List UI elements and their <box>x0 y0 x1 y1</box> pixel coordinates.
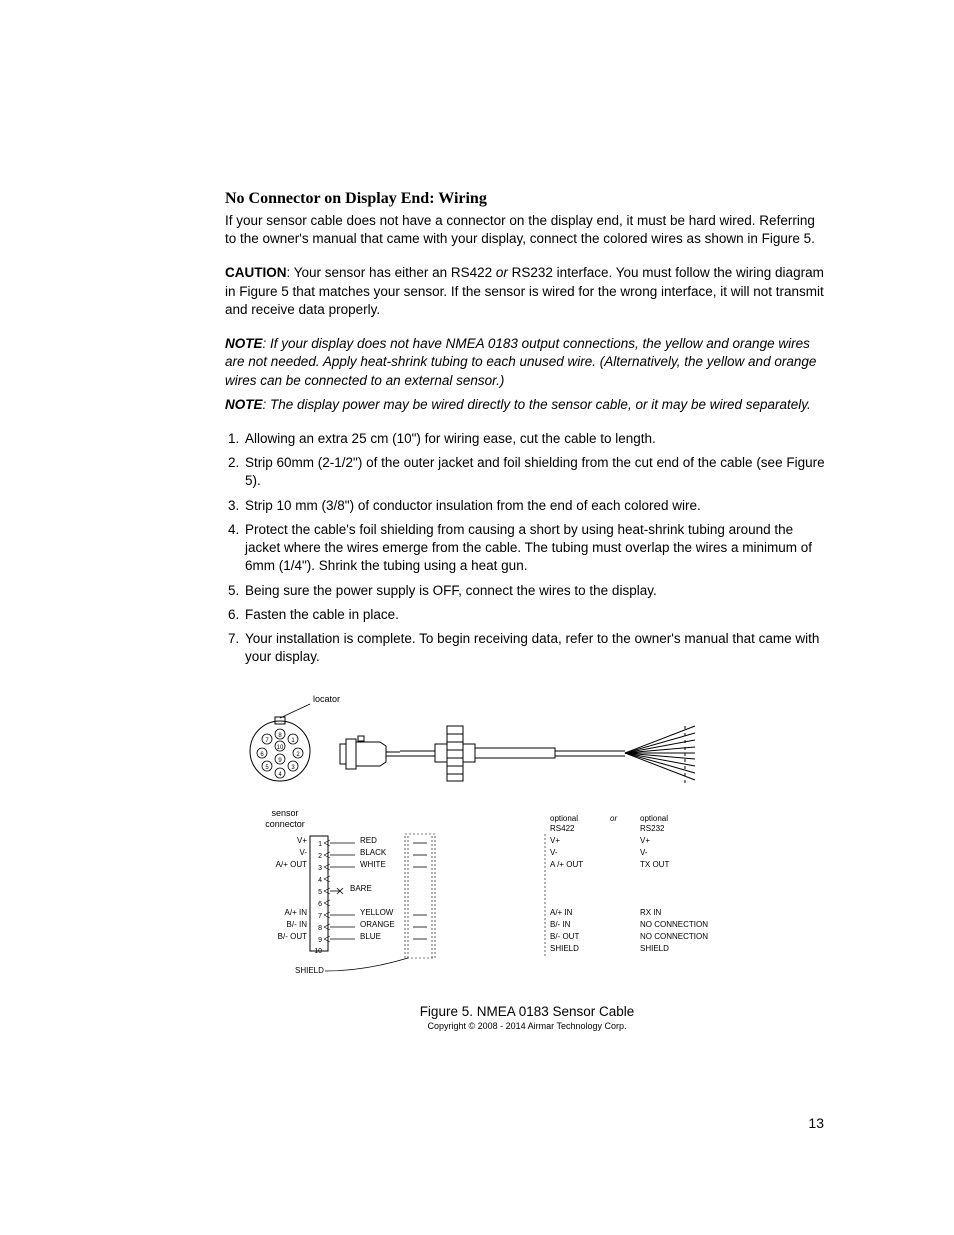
pin-label-aplusout: A/+ OUT <box>255 860 307 870</box>
note-1: NOTE: If your display does not have NMEA… <box>225 335 829 390</box>
wiring-diagram-svg: 1 2 3 4 5 6 7 8 9 10 <box>225 686 825 986</box>
svg-text:9: 9 <box>318 937 322 944</box>
rs422-shield: SHIELD <box>550 944 579 954</box>
rs232-shield: SHIELD <box>640 944 669 954</box>
figure-copyright: Copyright © 2008 - 2014 Airmar Technolog… <box>225 1021 829 1031</box>
or-label: or <box>610 814 617 824</box>
figure-caption: Figure 5. NMEA 0183 Sensor Cable <box>225 1004 829 1019</box>
note-2-text: : The display power may be wired directl… <box>263 397 811 412</box>
step-item: Allowing an extra 25 cm (10") for wiring… <box>243 430 829 448</box>
steps-list: Allowing an extra 25 cm (10") for wiring… <box>225 430 829 666</box>
svg-text:4: 4 <box>278 772 282 778</box>
rs422-vplus: V+ <box>550 836 560 846</box>
color-shield: SHIELD <box>295 966 324 976</box>
note-2: NOTE: The display power may be wired dir… <box>225 396 829 414</box>
rs422-vminus: V- <box>550 848 558 858</box>
svg-text:10: 10 <box>277 745 284 751</box>
color-white: WHITE <box>360 860 386 870</box>
note-label-2: NOTE <box>225 397 263 412</box>
pin-label-vminus: V- <box>285 848 307 858</box>
svg-text:4: 4 <box>318 877 322 884</box>
rs232-noconn2: NO CONNECTION <box>640 932 708 942</box>
svg-text:6: 6 <box>318 901 322 908</box>
color-yellow: YELLOW <box>360 908 393 918</box>
rs422-aplusout: A /+ OUT <box>550 860 583 870</box>
figure-5: 1 2 3 4 5 6 7 8 9 10 <box>225 686 829 996</box>
rs422-hdr2: RS422 <box>550 824 574 834</box>
color-red: RED <box>360 836 377 846</box>
locator-label: locator <box>313 694 340 705</box>
svg-text:5: 5 <box>318 889 322 896</box>
svg-text:9: 9 <box>278 758 282 764</box>
svg-text:8: 8 <box>278 733 282 739</box>
step-item: Being sure the power supply is OFF, conn… <box>243 582 829 600</box>
step-item: Protect the cable's foil shielding from … <box>243 521 829 576</box>
rs232-hdr2: RS232 <box>640 824 664 834</box>
step-item: Your installation is complete. To begin … <box>243 630 829 666</box>
intro-paragraph: If your sensor cable does not have a con… <box>225 212 829 248</box>
svg-text:3: 3 <box>318 865 322 872</box>
step-item: Fasten the cable in place. <box>243 606 829 624</box>
rs422-bminusout: B/- OUT <box>550 932 579 942</box>
rs232-vminus: V- <box>640 848 648 858</box>
svg-text:6: 6 <box>260 752 264 758</box>
rs422-bminusin: B/- IN <box>550 920 570 930</box>
caution-paragraph: CAUTION: Your sensor has either an RS422… <box>225 264 829 319</box>
svg-text:10: 10 <box>314 948 322 955</box>
rs232-vplus: V+ <box>640 836 650 846</box>
svg-text:7: 7 <box>318 913 322 920</box>
rs232-txout: TX OUT <box>640 860 669 870</box>
svg-text:5: 5 <box>265 765 269 771</box>
pin-label-aplusin: A/+ IN <box>255 908 307 918</box>
page-number: 13 <box>808 1115 824 1131</box>
svg-text:2: 2 <box>318 853 322 860</box>
pin-label-bminusout: B/- OUT <box>255 932 307 942</box>
note-label-1: NOTE <box>225 336 263 351</box>
pin-label-bminusin: B/- IN <box>255 920 307 930</box>
color-blue: BLUE <box>360 932 381 942</box>
page-container: No Connector on Display End: Wiring If y… <box>0 0 954 1091</box>
svg-text:3: 3 <box>291 765 295 771</box>
rs422-aplusin: A/+ IN <box>550 908 572 918</box>
svg-text:8: 8 <box>318 925 322 932</box>
svg-text:1: 1 <box>318 841 322 848</box>
color-orange: ORANGE <box>360 920 395 930</box>
color-bare: BARE <box>350 884 372 894</box>
sensor-connector-label: sensor connector <box>260 808 310 830</box>
note-1-text: : If your display does not have NMEA 018… <box>225 336 816 387</box>
step-item: Strip 60mm (2-1/2") of the outer jacket … <box>243 454 829 490</box>
caution-text-a: : Your sensor has either an RS422 <box>287 265 496 280</box>
caution-or: or <box>496 265 508 280</box>
pin-label-vplus: V+ <box>285 836 307 846</box>
rs232-noconn1: NO CONNECTION <box>640 920 708 930</box>
rs422-hdr1: optional <box>550 814 578 824</box>
svg-text:1: 1 <box>291 738 295 744</box>
section-heading: No Connector on Display End: Wiring <box>225 190 829 208</box>
rs232-rxin: RX IN <box>640 908 661 918</box>
caution-label: CAUTION <box>225 265 287 280</box>
svg-text:7: 7 <box>265 738 269 744</box>
step-item: Strip 10 mm (3/8") of conductor insulati… <box>243 497 829 515</box>
rs232-hdr1: optional <box>640 814 668 824</box>
color-black: BLACK <box>360 848 386 858</box>
svg-text:2: 2 <box>296 752 300 758</box>
